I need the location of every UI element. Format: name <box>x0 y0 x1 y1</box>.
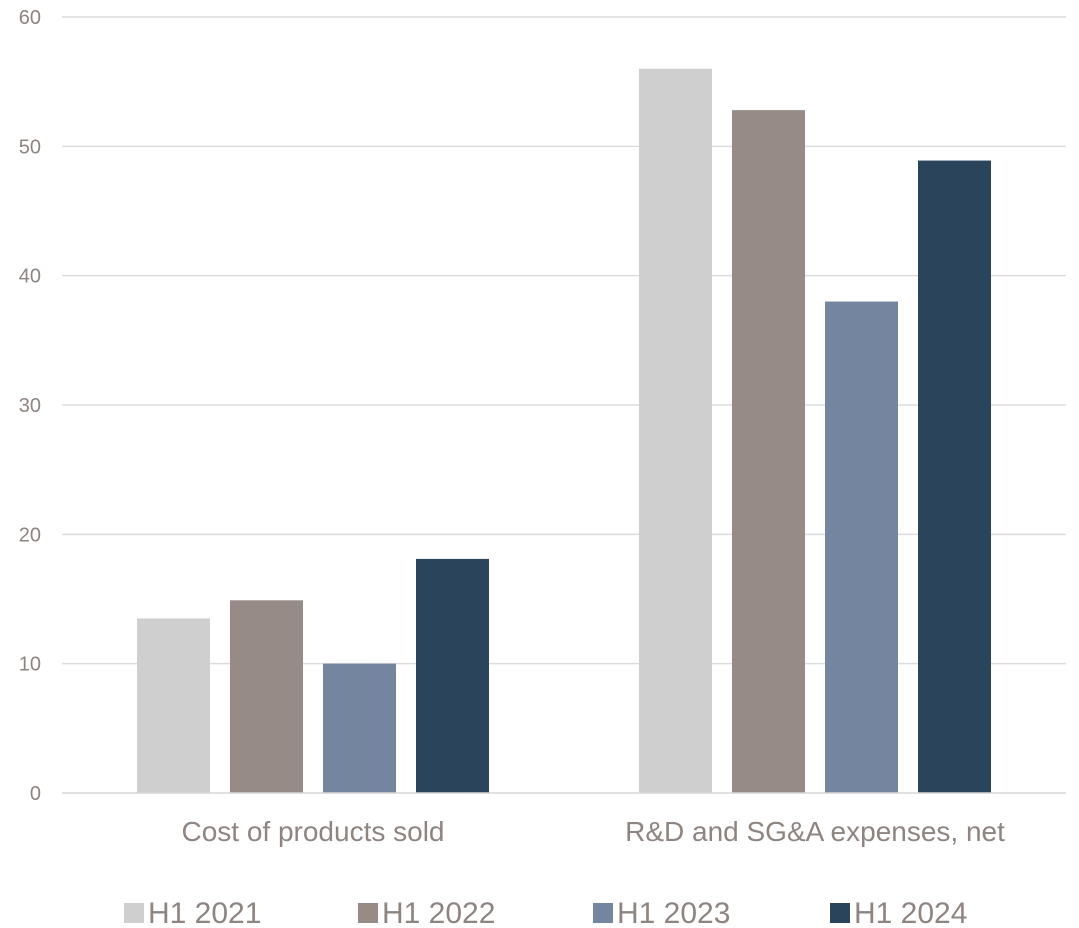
bar-h1-2021 <box>137 618 210 793</box>
y-axis-tick-labels: 0 10 20 30 40 50 60 <box>19 7 41 805</box>
legend-swatch <box>358 903 378 923</box>
bar-h1-2024 <box>416 558 489 793</box>
legend-label: H1 2021 <box>148 897 261 928</box>
x-axis-category-labels: Cost of products sold R&D and SG&A expens… <box>181 816 1005 847</box>
legend: H1 2021 H1 2022 H1 2023 H1 2024 <box>124 897 967 928</box>
y-tick-label: 50 <box>19 136 41 158</box>
bars <box>137 68 991 794</box>
bar-h1-2024 <box>918 160 991 793</box>
legend-swatch <box>124 903 144 923</box>
legend-swatch <box>830 903 850 923</box>
x-category-label: R&D and SG&A expenses, net <box>625 816 1005 847</box>
y-tick-label: 60 <box>19 7 41 29</box>
bar-h1-2023 <box>825 301 898 793</box>
legend-label: H1 2023 <box>617 897 730 928</box>
legend-label: H1 2024 <box>854 897 967 928</box>
bar-h1-2022 <box>732 110 805 794</box>
y-tick-label: 20 <box>19 524 41 546</box>
gridlines <box>62 16 1066 665</box>
y-tick-label: 10 <box>19 654 41 676</box>
y-tick-label: 0 <box>30 783 41 805</box>
y-tick-label: 40 <box>19 266 41 288</box>
y-tick-label: 30 <box>19 395 41 417</box>
legend-label: H1 2022 <box>382 897 495 928</box>
bar-h1-2023 <box>323 663 396 793</box>
bar-h1-2021 <box>639 68 712 793</box>
legend-swatch <box>593 903 613 923</box>
bar-h1-2022 <box>230 600 303 793</box>
x-category-label: Cost of products sold <box>181 816 444 847</box>
